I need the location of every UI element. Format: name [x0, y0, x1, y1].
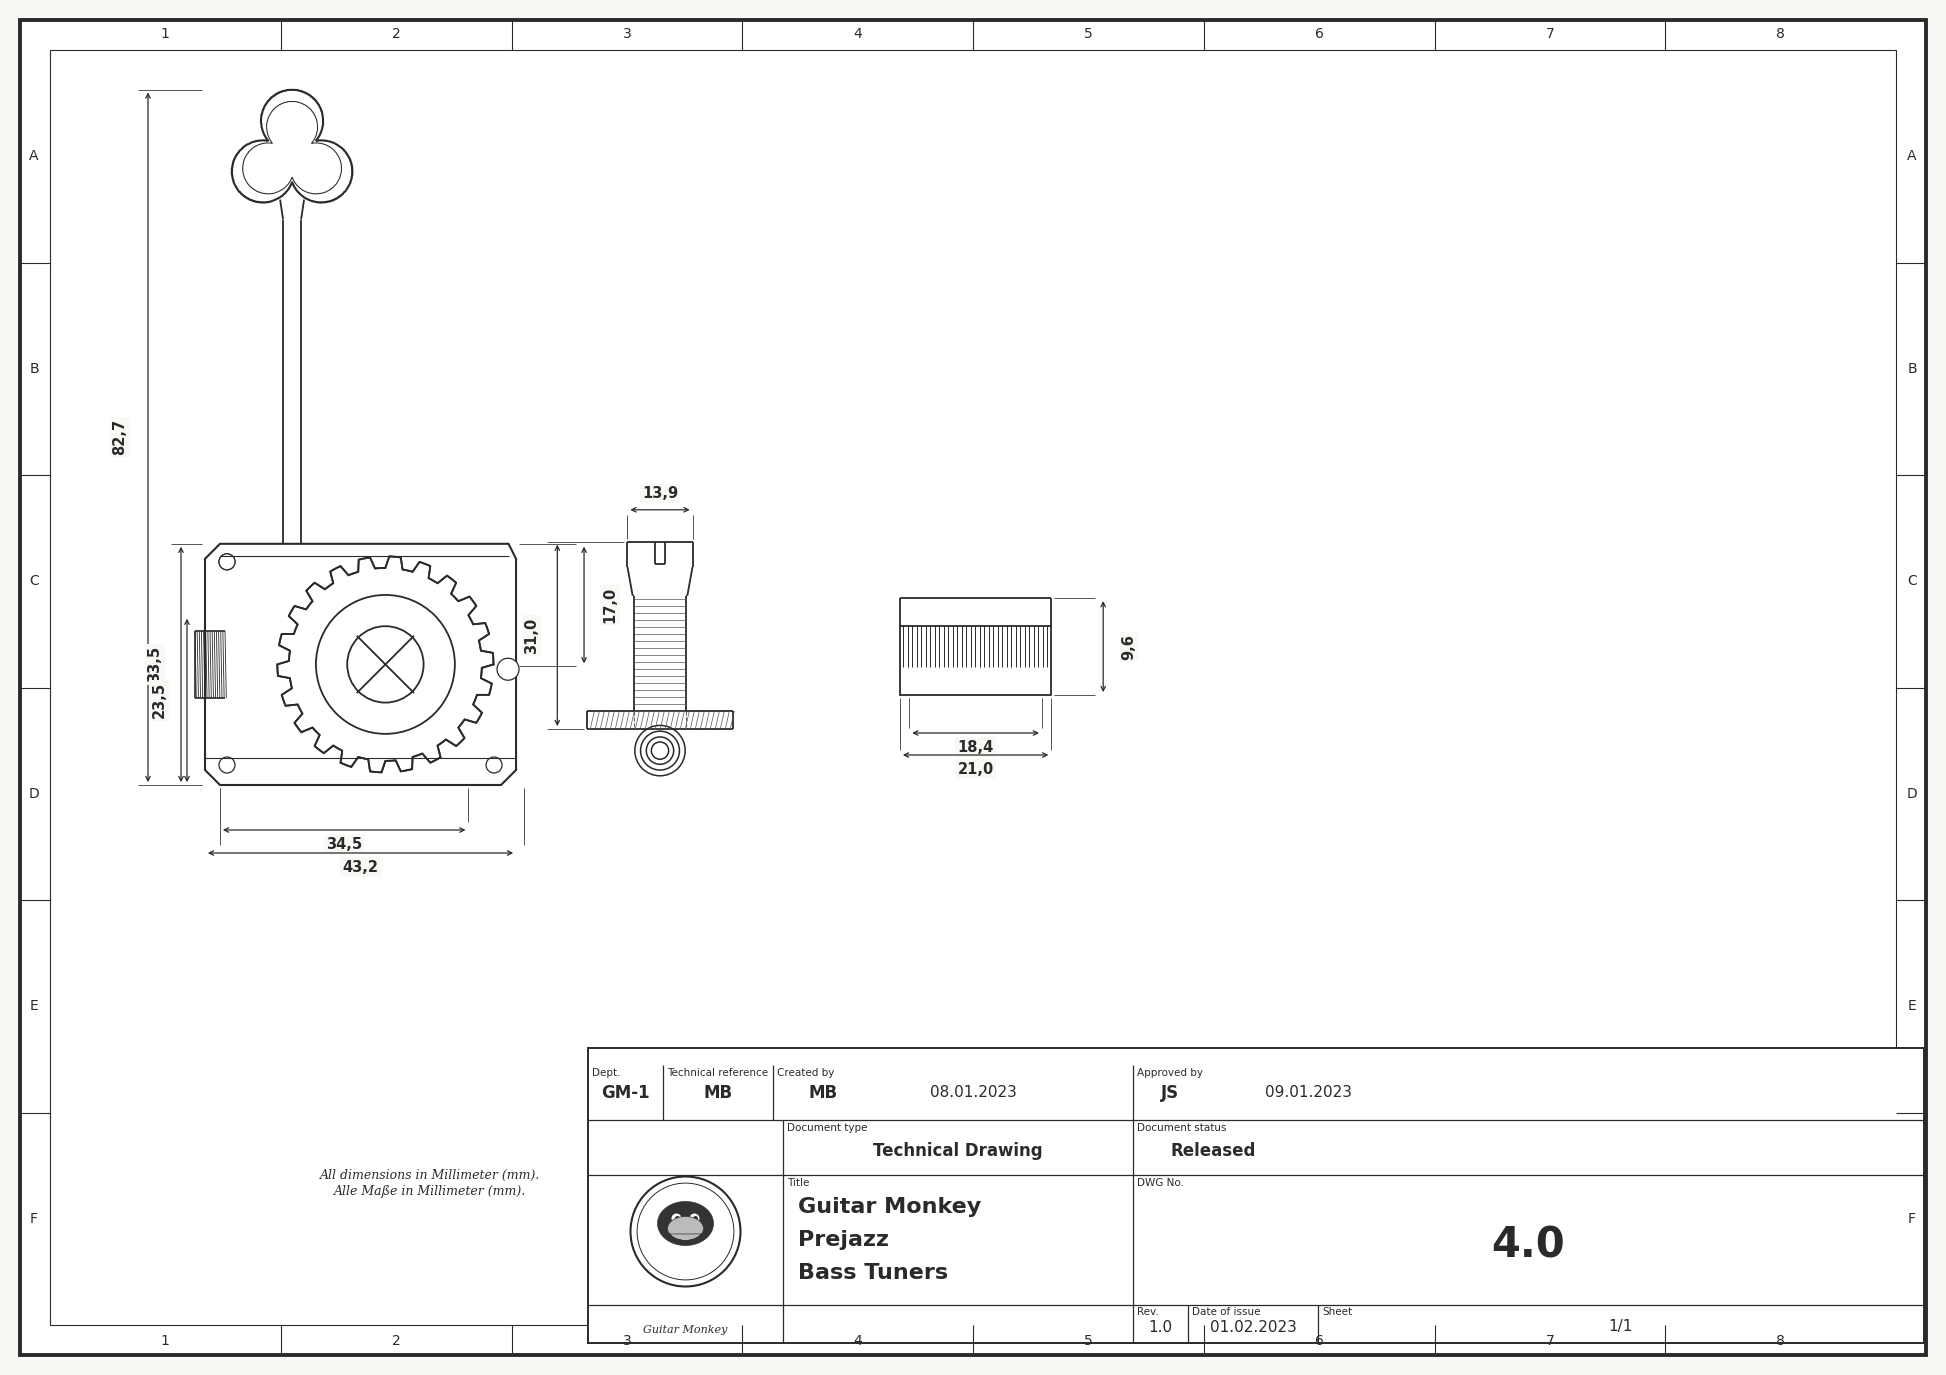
Text: JS: JS	[1162, 1084, 1179, 1101]
Text: 23,5: 23,5	[152, 682, 167, 719]
Text: Technical Drawing: Technical Drawing	[874, 1141, 1043, 1159]
Text: 6: 6	[1315, 28, 1323, 41]
Text: A: A	[1907, 150, 1917, 164]
Text: 01.02.2023: 01.02.2023	[1210, 1320, 1296, 1335]
Text: 3: 3	[623, 1334, 631, 1348]
Text: 5: 5	[1084, 1334, 1094, 1348]
Text: Bass Tuners: Bass Tuners	[798, 1264, 948, 1283]
Polygon shape	[667, 1217, 703, 1240]
Text: Guitar Monkey: Guitar Monkey	[644, 1326, 728, 1335]
Polygon shape	[658, 1202, 714, 1246]
Circle shape	[496, 659, 520, 681]
Text: 1/1: 1/1	[1609, 1320, 1633, 1335]
Text: 43,2: 43,2	[342, 859, 379, 874]
Circle shape	[671, 1214, 681, 1224]
Text: 33,5: 33,5	[148, 646, 163, 682]
Text: Sheet: Sheet	[1321, 1308, 1352, 1317]
Text: 8: 8	[1777, 28, 1784, 41]
Text: Created by: Created by	[776, 1068, 835, 1078]
Text: Rev.: Rev.	[1136, 1308, 1158, 1317]
Text: 6: 6	[1315, 1334, 1323, 1348]
Text: 9,6: 9,6	[1121, 634, 1136, 660]
Circle shape	[689, 1214, 699, 1224]
Text: 4: 4	[852, 28, 862, 41]
Bar	[899, 626, 1051, 694]
Text: MB: MB	[808, 1084, 837, 1101]
Text: F: F	[29, 1211, 39, 1225]
Text: E: E	[1907, 1000, 1917, 1013]
Text: D: D	[29, 786, 39, 800]
Text: Technical reference: Technical reference	[667, 1068, 769, 1078]
Text: C: C	[1907, 575, 1917, 588]
Text: Dept.: Dept.	[592, 1068, 621, 1078]
Circle shape	[220, 758, 235, 773]
Text: Title: Title	[786, 1178, 810, 1188]
Bar	[588, 1048, 1925, 1343]
Text: 08.01.2023: 08.01.2023	[930, 1085, 1016, 1100]
Text: 7: 7	[1545, 28, 1555, 41]
Text: 2: 2	[391, 1334, 401, 1348]
Text: B: B	[1907, 362, 1917, 375]
Text: Released: Released	[1170, 1141, 1255, 1159]
Circle shape	[486, 758, 502, 773]
Text: Prejazz: Prejazz	[798, 1231, 889, 1250]
Text: 1.0: 1.0	[1148, 1320, 1173, 1335]
Text: 8: 8	[1777, 1334, 1784, 1348]
Text: All dimensions in Millimeter (mm).: All dimensions in Millimeter (mm).	[319, 1169, 541, 1181]
Text: Document type: Document type	[786, 1123, 868, 1133]
Text: 1: 1	[162, 28, 169, 41]
Text: E: E	[29, 1000, 39, 1013]
Text: 18,4: 18,4	[957, 740, 994, 755]
Text: MB: MB	[703, 1084, 732, 1101]
Text: Date of issue: Date of issue	[1193, 1308, 1261, 1317]
Circle shape	[220, 554, 235, 569]
Circle shape	[220, 554, 235, 569]
Circle shape	[315, 595, 455, 734]
Text: Guitar Monkey: Guitar Monkey	[798, 1198, 981, 1217]
Text: B: B	[29, 362, 39, 375]
Circle shape	[675, 1216, 679, 1221]
Text: 31,0: 31,0	[523, 617, 539, 653]
Text: 2: 2	[391, 28, 401, 41]
Polygon shape	[204, 543, 516, 785]
Circle shape	[346, 626, 424, 703]
Text: 17,0: 17,0	[603, 587, 617, 623]
Text: 3: 3	[623, 28, 631, 41]
Text: 4.0: 4.0	[1493, 1224, 1565, 1266]
Text: A: A	[29, 150, 39, 164]
Text: Alle Maße in Millimeter (mm).: Alle Maße in Millimeter (mm).	[335, 1185, 525, 1199]
Text: 09.01.2023: 09.01.2023	[1265, 1085, 1352, 1100]
Text: 5: 5	[1084, 28, 1094, 41]
Text: 13,9: 13,9	[642, 487, 677, 502]
Text: GM-1: GM-1	[601, 1084, 650, 1101]
Text: F: F	[1907, 1211, 1917, 1225]
Text: 1: 1	[162, 1334, 169, 1348]
Text: D: D	[1907, 786, 1917, 800]
Circle shape	[693, 1216, 699, 1221]
Text: 21,0: 21,0	[957, 762, 994, 777]
Text: 34,5: 34,5	[327, 836, 362, 851]
Text: 4: 4	[852, 1334, 862, 1348]
Text: Document status: Document status	[1136, 1123, 1226, 1133]
Text: C: C	[29, 575, 39, 588]
Polygon shape	[278, 557, 494, 773]
Text: 7: 7	[1545, 1334, 1555, 1348]
Text: Approved by: Approved by	[1136, 1068, 1203, 1078]
Text: DWG No.: DWG No.	[1136, 1178, 1183, 1188]
Polygon shape	[232, 89, 352, 202]
Text: 82,7: 82,7	[113, 419, 128, 455]
